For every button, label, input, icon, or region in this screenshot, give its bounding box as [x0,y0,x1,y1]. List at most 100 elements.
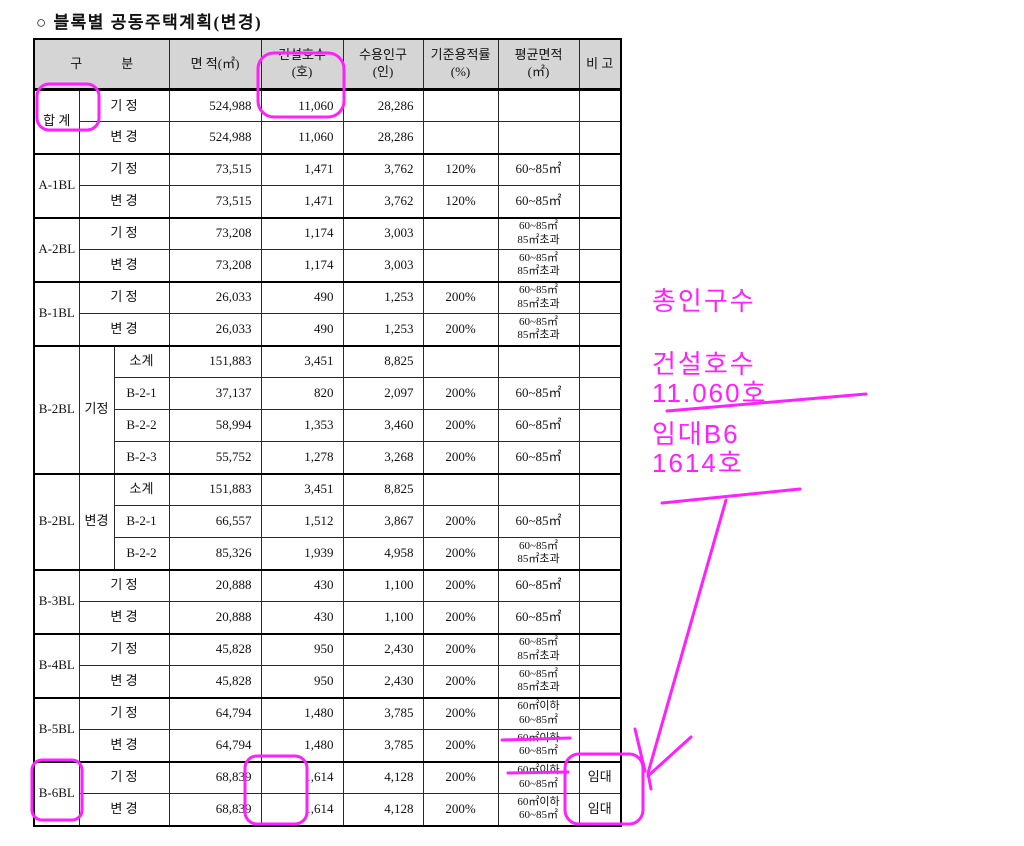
table-row: B-4BL 기 정 45,828 950 2,430 200% 60~85㎡ 85㎡초과 [33,632,622,698]
cell-avg-area: 60㎡이하 60~85㎡ [497,729,580,762]
cell-far: 200% [422,665,499,698]
cell-far: 200% [422,377,499,410]
row-type-label: 소계 [113,344,170,378]
row-type-label: 변 경 [78,121,170,154]
cell-area: 66,557 [168,505,262,538]
cell-avg-area: 60~85㎡ [497,601,580,634]
cell-avg-area: 60~85㎡ 85㎡초과 [497,280,580,314]
row-type-label: 기 정 [78,568,170,602]
table-row: 변 경 26,033 490 1,253 200% 60~85㎡ 85㎡초과 [34,313,622,346]
row-type-label: 기 정 [78,152,170,186]
cell-population: 3,003 [342,249,424,282]
cell-avg-area: 60㎡이하 60~85㎡ [497,760,580,794]
col-header-category: 구 분 [33,38,170,91]
cell-population: 1,253 [342,313,424,346]
cell-units: 11,060 [260,121,344,154]
table-row: B-3BL 기 정 20,888 430 1,100 200% 60~85㎡ [33,568,622,634]
cell-note [578,185,622,218]
block-label: B-5BL [33,696,80,762]
row-type-label: 변 경 [78,793,170,826]
cell-population: 3,867 [342,505,424,538]
col-header-units: 건설호수 (호) [260,38,344,91]
cell-area: 85,326 [168,537,262,570]
cell-units: 11,060 [260,88,344,122]
cell-area: 68,839 [168,793,262,826]
cell-avg-area: 60㎡이하 60~85㎡ [497,696,580,730]
cell-area: 73,515 [168,152,262,186]
row-type-label: 기 정 [78,632,170,666]
arrow-barb-left [633,727,647,773]
row-type-label: 기 정 [78,216,170,250]
cell-area: 55,752 [168,441,262,474]
cell-far: 200% [422,537,499,570]
row-type-label: B-2-2 [113,537,170,570]
cell-note [578,280,622,314]
cell-far: 200% [422,632,499,666]
cell-population: 8,825 [342,344,424,378]
cell-note [578,121,622,154]
cell-avg-area: 60~85㎡ [497,152,580,186]
table-row: 변 경 64,794 1,480 3,785 200% 60㎡이하 60~85㎡ [34,729,622,762]
cell-units: 1,471 [260,185,344,218]
table-row: B-2-3 55,752 1,278 3,268 200% 60~85㎡ [34,441,622,474]
cell-units: 3,451 [260,472,344,506]
block-label: B-2BL [33,344,80,474]
cell-far [422,249,499,282]
cell-avg-area: 60~85㎡ 85㎡초과 [497,313,580,346]
table-row: B-2BL 변경 소계 151,883 3,451 8,825 [33,472,622,570]
cell-far: 200% [422,601,499,634]
cell-units: 1,174 [260,216,344,250]
block-label: B-2BL [33,472,80,570]
cell-avg-area: 60~85㎡ [497,505,580,538]
cell-avg-area: 60~85㎡ [497,441,580,474]
col-header-population: 수용인구 (인) [342,38,424,91]
cell-population: 3,268 [342,441,424,474]
cell-avg-area: 60~85㎡ [497,185,580,218]
cell-note [578,601,622,634]
table-row: B-5BL 기 정 64,794 1,480 3,785 200% 60㎡이하 60~85㎡ [33,696,622,762]
cell-note: 임대 [578,793,622,826]
cell-units: 1,480 [260,696,344,730]
row-type-label: 변 경 [78,249,170,282]
cell-avg-area [497,88,580,122]
col-header-avg-area: 평균면적 (㎡) [497,38,580,91]
cell-far: 200% [422,696,499,730]
cell-units: 1,278 [260,441,344,474]
col-header-far: 기준용적률 (%) [422,38,499,91]
header-row: 구 분 면 적(㎡) 건설호수 (호) 수용인구 (인) 기준용적률 (%) 평… [33,38,622,91]
cell-note [578,249,622,282]
col-header-area: 면 적(㎡) [168,38,262,91]
cell-units: 1,512 [260,505,344,538]
table-row: B-6BL 기 정 68,839 1,614 4,128 200% 60㎡이하 60~85㎡… [33,760,622,826]
block-label: A-2BL [33,216,80,282]
mode-label: 기정 [78,344,115,474]
cell-population: 3,785 [342,729,424,762]
cell-units: 1,480 [260,729,344,762]
cell-far: 200% [422,313,499,346]
page-title: ○ 블록별 공동주택계획(변경) [36,13,263,32]
cell-population: 3,762 [342,185,424,218]
note-construction-units: 건설호수 11.060호 [652,349,768,408]
cell-avg-area [497,344,580,378]
cell-units: 820 [260,377,344,410]
cell-population: 1,100 [342,601,424,634]
cell-population: 3,460 [342,409,424,442]
table-row: 변 경 524,988 11,060 28,286 [34,121,622,154]
cell-note [578,88,622,122]
cell-area: 73,515 [168,185,262,218]
cell-note [578,344,622,378]
cell-note [578,632,622,666]
row-type-label: B-2-1 [113,377,170,410]
cell-population: 2,430 [342,632,424,666]
cell-area: 151,883 [168,472,262,506]
cell-avg-area: 60~85㎡ 85㎡초과 [497,632,580,666]
arrow-to-rental-line [646,498,728,791]
cell-units: 490 [260,280,344,314]
cell-note [578,409,622,442]
cell-population: 3,762 [342,152,424,186]
cell-units: 3,451 [260,344,344,378]
underline-rental-note [660,487,802,505]
cell-note [578,729,622,762]
cell-avg-area: 60~85㎡ [497,377,580,410]
cell-area: 73,208 [168,216,262,250]
